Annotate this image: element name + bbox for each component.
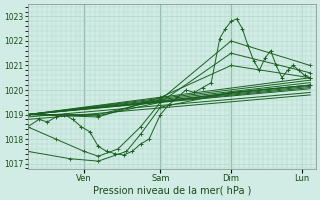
X-axis label: Pression niveau de la mer( hPa ): Pression niveau de la mer( hPa ) bbox=[92, 186, 251, 196]
